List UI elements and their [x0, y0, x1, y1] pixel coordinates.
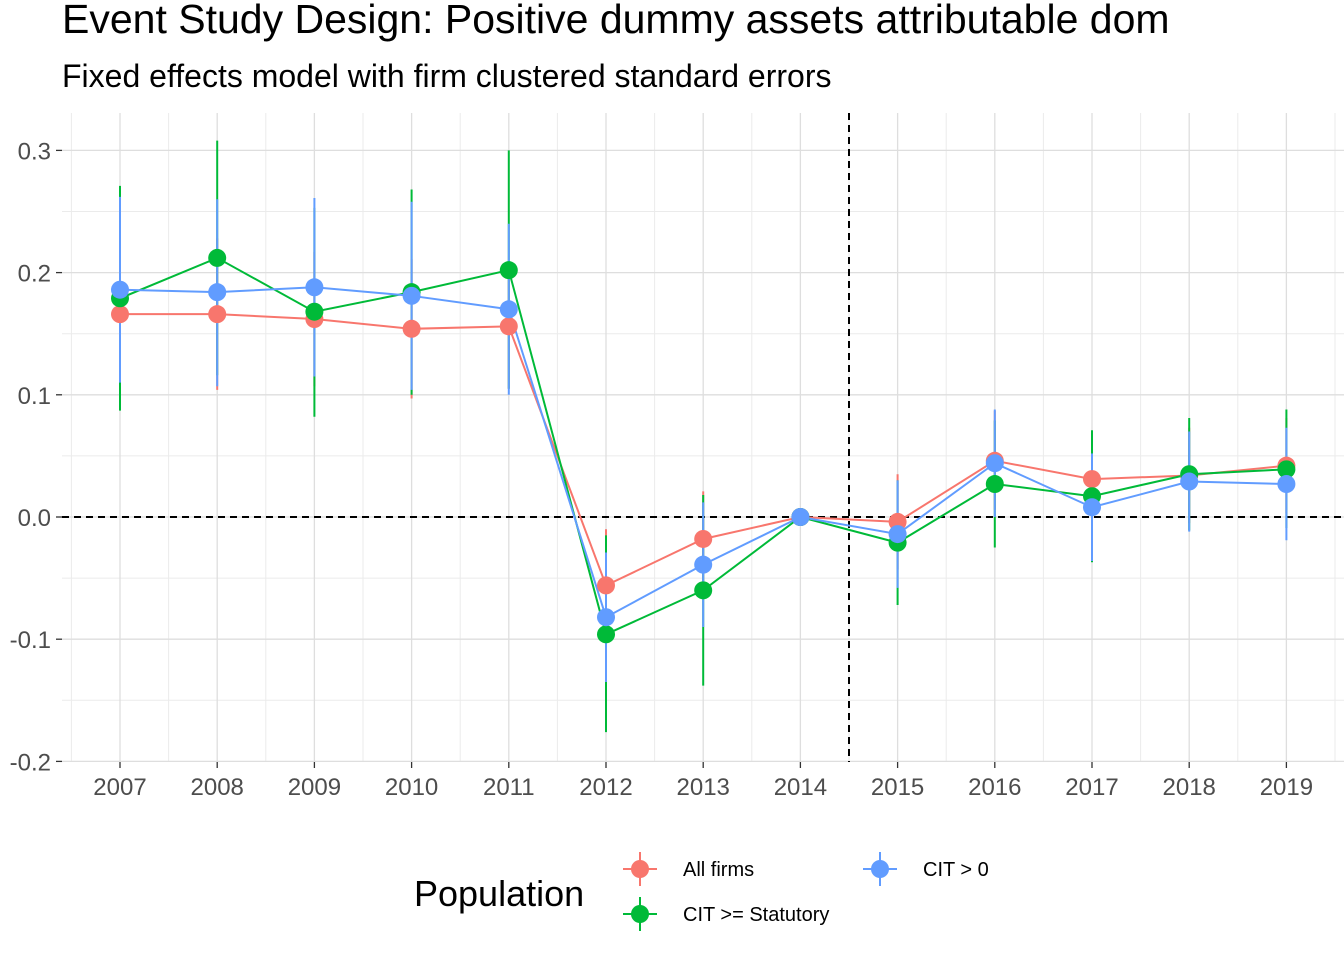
legend-title: Population — [414, 873, 584, 914]
point-cit-0-2017 — [1083, 498, 1101, 517]
legend-item-all-firms: All firms — [623, 852, 754, 886]
x-tick-label: 2013 — [677, 774, 730, 801]
legend-key-point — [871, 860, 889, 878]
point-cit-0-2011 — [499, 300, 518, 319]
y-tick-label: -0.2 — [10, 749, 51, 776]
x-axis: 2007 2008 2009 2010 2011 2012 2013 2014 2015 2016… — [93, 762, 1313, 801]
point-cit-0-2009 — [305, 278, 324, 297]
point-cit-statutory-2008 — [208, 248, 227, 267]
legend-key-point — [631, 860, 649, 878]
point-cit-0-2013 — [694, 555, 713, 574]
point-all-firms-2007 — [111, 305, 129, 324]
point-cit-0-2015 — [888, 525, 907, 544]
x-tick-label: 2011 — [483, 774, 535, 801]
series-points — [111, 248, 1296, 644]
legend-item-cit-statutory: CIT >= Statutory — [623, 897, 829, 931]
y-tick-label: 0.3 — [18, 138, 51, 165]
point-all-firms-2012 — [597, 576, 615, 595]
y-tick-label: -0.1 — [10, 627, 51, 654]
legend-label: CIT >= Statutory — [683, 904, 829, 926]
chart-subtitle: Fixed effects model with firm clustered … — [62, 58, 832, 94]
point-cit-statutory-2011 — [499, 261, 518, 280]
x-tick-label: 2014 — [774, 774, 827, 801]
point-cit-0-2007 — [111, 280, 129, 299]
point-cit-statutory-2016 — [985, 475, 1004, 494]
legend-label: CIT > 0 — [923, 859, 989, 881]
point-cit-0-2018 — [1180, 472, 1199, 491]
x-tick-label: 2012 — [579, 774, 632, 801]
chart-title: Event Study Design: Positive dummy asset… — [62, 0, 1170, 42]
legend-label: All firms — [683, 859, 754, 881]
x-tick-label: 2015 — [871, 774, 924, 801]
x-tick-label: 2016 — [968, 774, 1021, 801]
y-tick-label: 0.0 — [18, 505, 51, 532]
x-tick-label: 2019 — [1260, 774, 1313, 801]
y-tick-label: 0.1 — [18, 383, 51, 410]
point-cit-statutory-2019 — [1277, 460, 1296, 479]
point-cit-0-2010 — [402, 286, 421, 305]
x-tick-label: 2018 — [1163, 774, 1216, 801]
point-cit-0-2019 — [1277, 475, 1296, 494]
x-tick-label: 2017 — [1065, 774, 1118, 801]
point-all-firms-2013 — [694, 529, 713, 548]
y-tick-label: 0.2 — [18, 261, 51, 288]
point-cit-0-2012 — [597, 608, 615, 627]
x-tick-label: 2010 — [385, 774, 438, 801]
point-cit-statutory-2013 — [694, 581, 713, 600]
point-all-firms-2010 — [402, 319, 421, 338]
y-axis: -0.2 -0.1 0.0 0.1 0.2 0.3 — [10, 138, 62, 776]
x-tick-label: 2009 — [288, 774, 341, 801]
point-all-firms-2011 — [499, 317, 518, 336]
x-tick-label: 2007 — [93, 774, 146, 801]
point-all-firms-2008 — [208, 305, 227, 324]
point-cit-statutory-2012 — [597, 625, 615, 644]
legend-key-point — [631, 905, 649, 923]
point-all-firms-2017 — [1083, 470, 1101, 489]
point-cit-0-2016 — [985, 454, 1004, 473]
legend: Population All firms CIT >= Statutory CIT >… — [414, 852, 989, 931]
point-cit-0-2008 — [208, 283, 227, 302]
point-cit-0-2014 — [791, 508, 810, 526]
legend-item-cit-0: CIT > 0 — [863, 852, 989, 886]
x-tick-label: 2008 — [191, 774, 244, 801]
point-cit-statutory-2009 — [305, 302, 324, 321]
